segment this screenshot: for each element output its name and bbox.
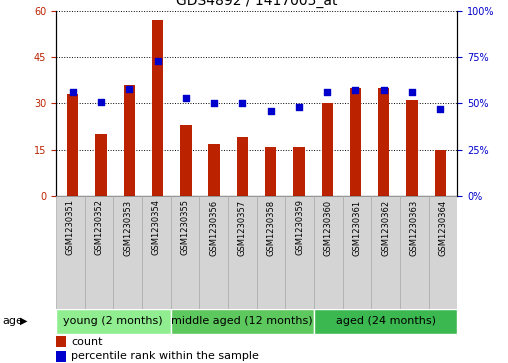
Text: GSM1230353: GSM1230353 xyxy=(123,199,132,256)
Bar xyxy=(237,137,248,196)
Bar xyxy=(67,94,79,196)
Bar xyxy=(56,351,66,362)
Point xyxy=(182,95,190,101)
Text: GSM1230357: GSM1230357 xyxy=(238,199,247,256)
Text: GSM1230360: GSM1230360 xyxy=(324,199,333,256)
Text: GSM1230361: GSM1230361 xyxy=(353,199,361,256)
Text: percentile rank within the sample: percentile rank within the sample xyxy=(71,351,259,361)
FancyBboxPatch shape xyxy=(257,196,285,309)
Bar xyxy=(180,125,192,196)
Bar xyxy=(124,85,135,196)
Bar xyxy=(152,20,163,196)
FancyBboxPatch shape xyxy=(171,196,199,309)
FancyBboxPatch shape xyxy=(56,196,84,309)
FancyBboxPatch shape xyxy=(342,196,371,309)
Point xyxy=(238,101,246,106)
Text: GSM1230356: GSM1230356 xyxy=(209,199,218,256)
FancyBboxPatch shape xyxy=(285,196,314,309)
FancyBboxPatch shape xyxy=(400,196,429,309)
Text: GSM1230352: GSM1230352 xyxy=(94,199,104,256)
FancyBboxPatch shape xyxy=(228,196,257,309)
Point xyxy=(153,58,162,64)
Bar xyxy=(56,336,66,347)
Bar xyxy=(434,150,446,196)
FancyBboxPatch shape xyxy=(84,196,113,309)
Point xyxy=(97,99,105,105)
Text: age: age xyxy=(3,316,23,326)
FancyBboxPatch shape xyxy=(371,196,400,309)
Bar xyxy=(350,88,361,196)
Bar xyxy=(378,88,389,196)
Text: GSM1230364: GSM1230364 xyxy=(438,199,448,256)
Title: GDS4892 / 1417005_at: GDS4892 / 1417005_at xyxy=(176,0,337,8)
Bar xyxy=(96,134,107,196)
Text: GSM1230359: GSM1230359 xyxy=(295,199,304,256)
Point xyxy=(125,86,134,91)
Text: GSM1230363: GSM1230363 xyxy=(409,199,419,256)
Bar xyxy=(406,101,418,196)
Point xyxy=(352,87,360,93)
Text: GSM1230354: GSM1230354 xyxy=(152,199,161,256)
FancyBboxPatch shape xyxy=(142,196,171,309)
Text: young (2 months): young (2 months) xyxy=(64,316,163,326)
Text: count: count xyxy=(71,337,103,347)
FancyBboxPatch shape xyxy=(199,196,228,309)
FancyBboxPatch shape xyxy=(56,309,171,334)
Text: GSM1230355: GSM1230355 xyxy=(180,199,189,256)
FancyBboxPatch shape xyxy=(314,196,342,309)
Point xyxy=(436,106,444,112)
Bar xyxy=(208,143,220,196)
Point xyxy=(323,89,331,95)
Bar xyxy=(265,147,276,196)
Point xyxy=(210,101,218,106)
Point xyxy=(295,104,303,110)
Bar xyxy=(322,103,333,196)
Point xyxy=(408,89,416,95)
Point xyxy=(69,89,77,95)
Text: ▶: ▶ xyxy=(20,316,28,326)
Point xyxy=(267,108,275,114)
FancyBboxPatch shape xyxy=(429,196,457,309)
Text: GSM1230351: GSM1230351 xyxy=(66,199,75,256)
FancyBboxPatch shape xyxy=(113,196,142,309)
Text: GSM1230362: GSM1230362 xyxy=(381,199,390,256)
FancyBboxPatch shape xyxy=(314,309,457,334)
Text: middle aged (12 months): middle aged (12 months) xyxy=(171,316,313,326)
Bar xyxy=(293,147,305,196)
Point xyxy=(379,87,388,93)
Text: GSM1230358: GSM1230358 xyxy=(266,199,275,256)
Text: aged (24 months): aged (24 months) xyxy=(336,316,435,326)
FancyBboxPatch shape xyxy=(171,309,314,334)
